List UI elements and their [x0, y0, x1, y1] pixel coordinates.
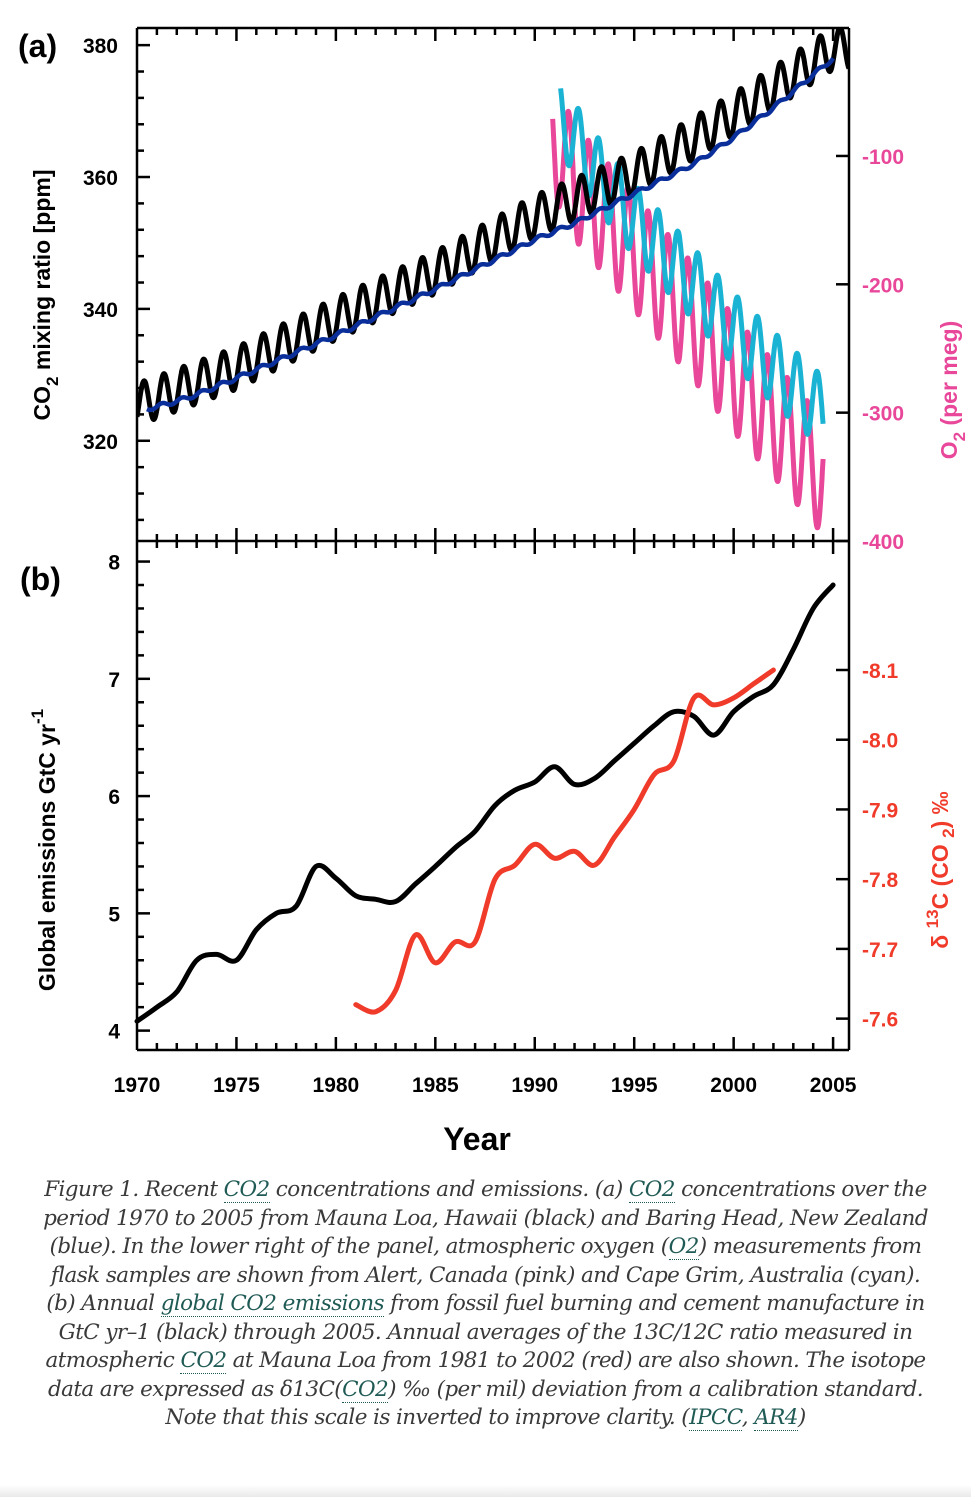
x-tick-label: 1980 — [313, 1074, 360, 1097]
caption-text: from fossil fuel burning and cement manu… — [45, 1291, 925, 1373]
axes — [135, 26, 851, 1052]
o2-tick-label: -100 — [862, 146, 904, 169]
caption-text: Figure 1. Recent — [44, 1177, 224, 1202]
y-tick-label: 4 — [108, 1021, 120, 1044]
caption-link[interactable]: O2 — [668, 1234, 699, 1260]
series-line-global-emissions — [134, 582, 836, 1024]
caption-link[interactable]: CO2 — [342, 1376, 389, 1403]
x-tick-label: 1970 — [114, 1074, 161, 1097]
labels: (a) (b) 320 340 360 380 -100 -200 -300 -400 4 5 6 7 8 -… — [18, 28, 969, 1157]
y-tick-label: 6 — [108, 786, 120, 809]
x-tick-label: 2000 — [710, 1074, 757, 1097]
d13c-tick-label: -7.6 — [862, 1009, 898, 1032]
caption-text: at Mauna Loa from 1981 to 2002 (red) are… — [47, 1348, 926, 1402]
series-line-delta13c — [353, 667, 776, 1015]
bottom-fade — [0, 1485, 971, 1497]
panel-a-label: (a) — [18, 28, 57, 64]
x-tick-label: 2005 — [810, 1074, 857, 1097]
y-tick-label: 7 — [108, 669, 120, 692]
x-tick-label: 1985 — [412, 1074, 459, 1097]
caption-text: concentrations and emissions. (a) — [269, 1177, 629, 1202]
caption-text: ) — [797, 1405, 806, 1430]
caption-link[interactable]: CO2 — [180, 1348, 227, 1374]
caption-text: ) measurements from flask samples are sh… — [46, 1234, 922, 1316]
caption-link[interactable]: global CO2 emissions — [160, 1291, 385, 1317]
x-tick-label: 1990 — [511, 1074, 558, 1097]
caption-text: ) ‰ (per mil) deviation from a calibrati… — [165, 1376, 924, 1431]
panel-a-y-axis-title: CO2 mixing ratio [ppm] — [29, 170, 62, 421]
caption-link[interactable]: CO2 — [223, 1177, 270, 1203]
d13c-tick-label: -8.1 — [862, 660, 899, 683]
d13c-axis-title: δ 13C (CO 2) ‰ — [923, 791, 958, 948]
x-axis-title: Year — [443, 1121, 511, 1157]
d13c-tick-label: -8.0 — [862, 730, 898, 753]
caption-link[interactable]: AR4 — [754, 1405, 798, 1431]
y-tick-label: 360 — [83, 167, 118, 190]
o2-axis-title: O2 (per meg) — [936, 321, 969, 460]
caption-link[interactable]: IPCC — [689, 1405, 742, 1431]
series-line-alert-o2 — [550, 108, 826, 531]
co2-figure: (a) (b) 320 340 360 380 -100 -200 -300 -400 4 5 6 7 8 -… — [18, 26, 969, 1157]
d13c-tick-label: -7.8 — [862, 869, 899, 892]
o2-tick-label: -200 — [862, 274, 904, 297]
x-tick-label: 1975 — [213, 1074, 260, 1097]
panel-b-y-axis-title: Global emissions GtC yr-1 — [28, 709, 60, 991]
o2-tick-label: -400 — [862, 531, 904, 554]
caption-link[interactable]: CO2 — [628, 1177, 675, 1203]
panel-b-plot-area — [134, 582, 836, 1024]
series-line-baring-head — [145, 57, 835, 413]
caption-text: concentrations over the period 1970 to 2… — [43, 1177, 928, 1259]
panel-a-plot-area — [137, 28, 849, 531]
d13c-tick-label: -7.7 — [862, 939, 898, 962]
caption-text: , — [741, 1405, 755, 1430]
series-line-cape-grim-o2 — [558, 88, 826, 437]
panel-b-label: (b) — [20, 561, 61, 597]
y-tick-label: 320 — [83, 431, 118, 454]
d13c-tick-label: -7.9 — [862, 799, 898, 822]
o2-tick-label: -300 — [862, 403, 904, 426]
y-tick-label: 8 — [108, 552, 120, 575]
y-tick-label: 340 — [83, 299, 118, 322]
y-tick-label: 380 — [83, 35, 118, 58]
x-tick-label: 1995 — [611, 1074, 658, 1097]
figure-caption: Figure 1. Recent CO2 concentrations and … — [40, 1176, 931, 1433]
y-tick-label: 5 — [108, 903, 120, 926]
